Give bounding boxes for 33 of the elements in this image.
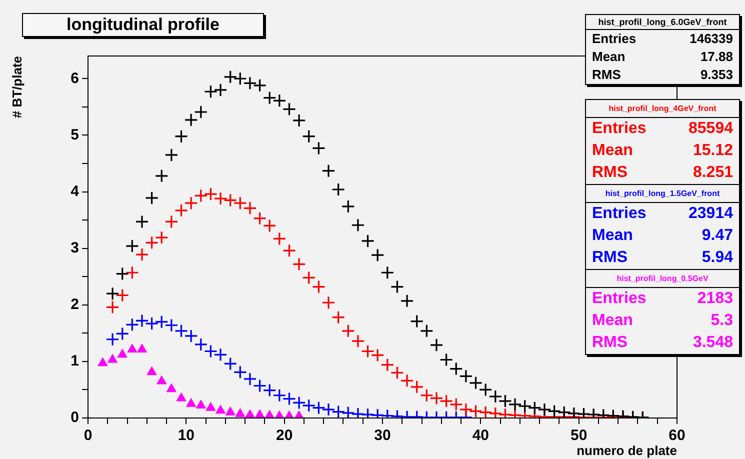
text: Entries 85594 xyxy=(592,120,733,137)
text: Entries 146339 xyxy=(592,31,733,46)
y-tick-label: 0 xyxy=(70,409,79,426)
y-tick-label: 3 xyxy=(70,239,79,256)
x-tick-label: 30 xyxy=(374,427,391,444)
text: hist_profil_long_0.5GeV xyxy=(586,270,739,288)
x-tick-label: 50 xyxy=(570,427,588,444)
text: Mean 9.47 xyxy=(592,227,733,244)
text: RMS 8.251 xyxy=(592,164,733,181)
y-tick-label: 5 xyxy=(70,126,79,144)
text: RMS 3.548 xyxy=(592,334,733,351)
x-axis-title: numero de plate xyxy=(576,442,677,458)
y-axis-title: # BT/plate xyxy=(9,56,24,118)
y-tick-label: 4 xyxy=(70,182,80,200)
x-tick-label: 0 xyxy=(84,427,92,444)
text: hist_profil_long_6.0GeV_front xyxy=(586,15,739,30)
y-tick-label: 1 xyxy=(70,352,79,370)
x-tick-label: 60 xyxy=(668,427,686,444)
x-tick-label: 10 xyxy=(178,427,195,444)
x-tick-label: 40 xyxy=(472,427,490,444)
text: RMS 9.353 xyxy=(592,67,733,82)
x-tick-label: 20 xyxy=(276,427,293,444)
text: Mean 17.88 xyxy=(592,49,733,64)
text: hist_profil_long_1.5GeV_front xyxy=(586,185,739,203)
text: RMS 5.94 xyxy=(592,249,733,266)
text: Entries 23914 xyxy=(592,205,733,222)
text: Mean 15.12 xyxy=(592,142,733,159)
text: hist_profil_long_4GeV_front xyxy=(586,100,739,118)
y-tick-label: 2 xyxy=(70,296,79,314)
text: Entries 2183 xyxy=(592,290,733,307)
chart-title: longitudinal profile xyxy=(22,13,264,37)
text: Mean 5.3 xyxy=(592,312,733,329)
y-tick-label: 6 xyxy=(70,70,79,87)
